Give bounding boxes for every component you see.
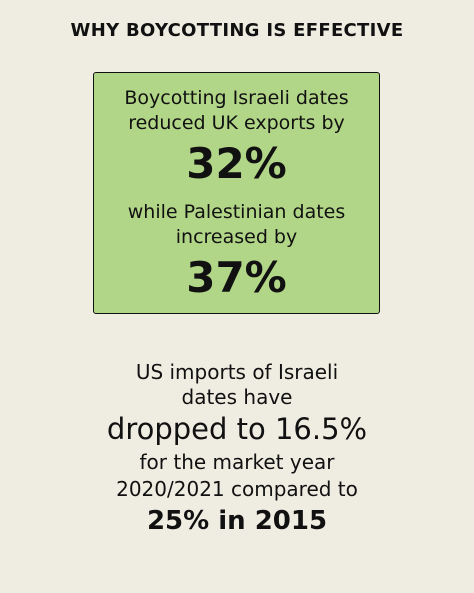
uk-box-line-4: increased by xyxy=(175,226,298,248)
us-line-2: dates have xyxy=(181,385,293,409)
uk-box-line-1: Boycotting Israeli dates xyxy=(124,87,349,109)
us-2015-percent: 25% in 2015 xyxy=(146,506,328,536)
uk-box-line-3: while Palestinian dates xyxy=(127,201,346,223)
us-line-5: 2020/2021 compared to xyxy=(116,477,358,501)
uk-box-line-2: reduced UK exports by xyxy=(128,112,345,134)
infographic-title: WHY BOYCOTTING IS EFFECTIVE xyxy=(70,20,404,41)
us-line-1: US imports of Israeli xyxy=(135,360,339,384)
us-dropped-to-percent: dropped to 16.5% xyxy=(106,412,368,446)
palestinian-dates-increase-percent: 37% xyxy=(186,253,287,302)
uk-stats-box: Boycotting Israeli dates reduced UK expo… xyxy=(93,72,380,314)
us-line-4: for the market year xyxy=(139,450,335,474)
uk-exports-reduction-percent: 32% xyxy=(186,139,287,188)
